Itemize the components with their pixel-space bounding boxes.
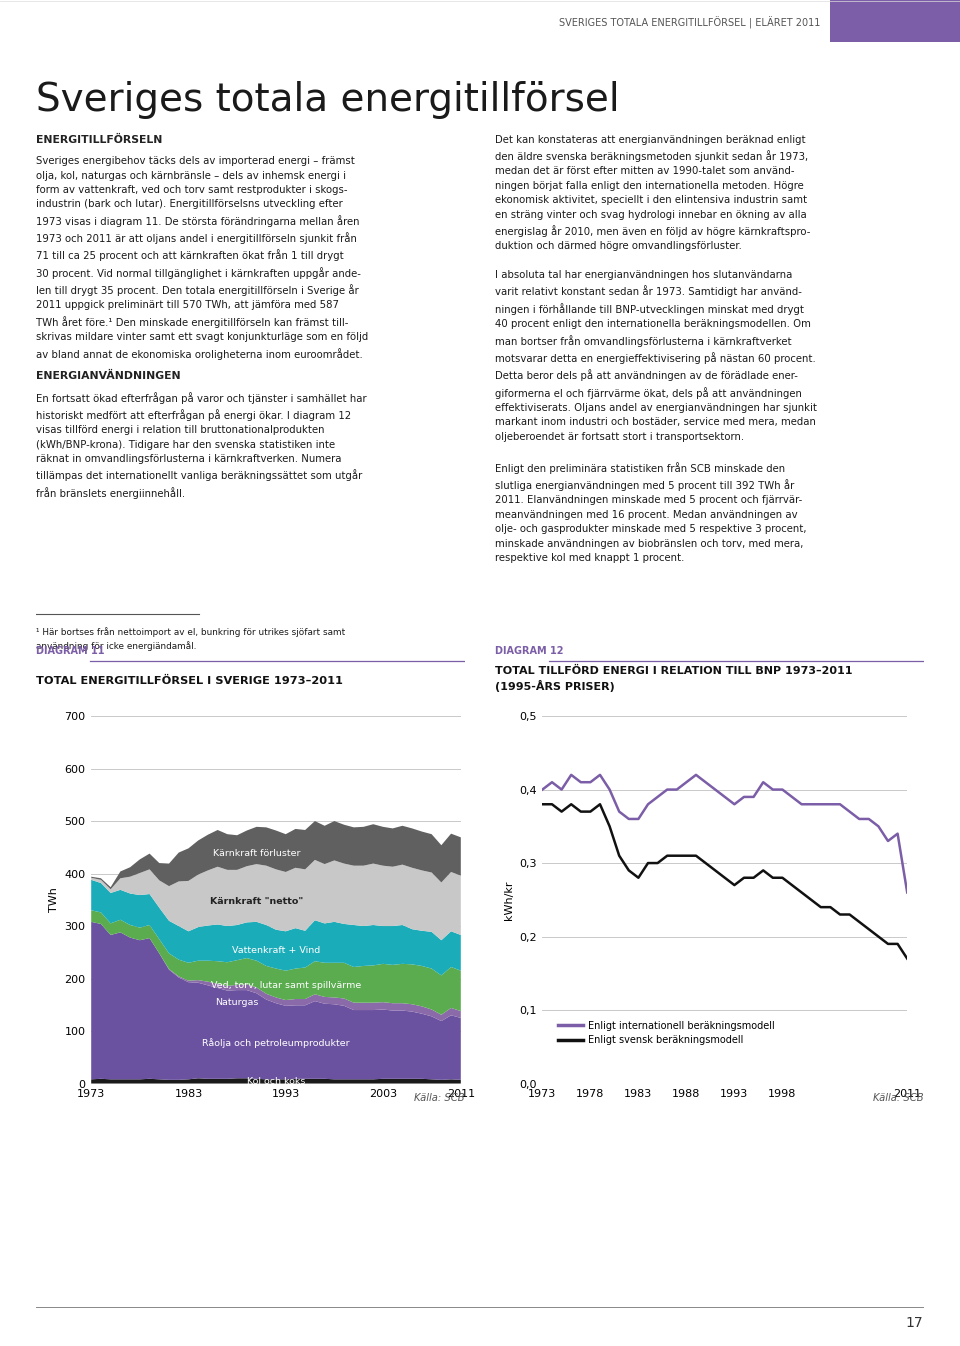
Text: Vattenkraft + Vind: Vattenkraft + Vind bbox=[232, 946, 320, 956]
Text: Källa: SCB: Källa: SCB bbox=[414, 1093, 465, 1104]
Text: Sveriges totala energitillförsel: Sveriges totala energitillförsel bbox=[36, 81, 620, 118]
Text: ¹ Här bortses från nettoimport av el, bunkring för utrikes sjöfart samt
användni: ¹ Här bortses från nettoimport av el, bu… bbox=[36, 627, 346, 651]
Legend: Enligt internationell beräkningsmodell, Enligt svensk beräkningsmodell: Enligt internationell beräkningsmodell, … bbox=[555, 1016, 779, 1050]
Text: DIAGRAM 12: DIAGRAM 12 bbox=[495, 646, 564, 656]
Text: SVERIGES TOTALA ENERGITILLFÖRSEL | ELÄRET 2011: SVERIGES TOTALA ENERGITILLFÖRSEL | ELÄRE… bbox=[560, 16, 821, 30]
Text: Kärnkraft förluster: Kärnkraft förluster bbox=[213, 848, 300, 857]
Y-axis label: TWh: TWh bbox=[49, 887, 59, 913]
Text: Naturgas: Naturgas bbox=[215, 999, 259, 1007]
Text: TOTAL ENERGITILLFÖRSEL I SVERIGE 1973–2011: TOTAL ENERGITILLFÖRSEL I SVERIGE 1973–20… bbox=[36, 676, 344, 685]
Y-axis label: kWh/kr: kWh/kr bbox=[504, 880, 514, 919]
Text: Kärnkraft "netto": Kärnkraft "netto" bbox=[210, 898, 303, 906]
Text: ENERGITILLFÖRSELN: ENERGITILLFÖRSELN bbox=[36, 135, 163, 144]
Bar bbox=[830, 0, 960, 42]
Text: Sveriges energibehov täcks dels av importerad energi – främst
olja, kol, naturga: Sveriges energibehov täcks dels av impor… bbox=[36, 156, 369, 359]
Text: Råolja och petroleumprodukter: Råolja och petroleumprodukter bbox=[203, 1038, 349, 1047]
Text: Kol och koks: Kol och koks bbox=[247, 1077, 305, 1086]
Text: TOTAL TILLFÖRD ENERGI I RELATION TILL BNP 1973–2011
(1995-ÅRS PRISER): TOTAL TILLFÖRD ENERGI I RELATION TILL BN… bbox=[495, 666, 852, 692]
Text: En fortsatt ökad efterfrågan på varor och tjänster i samhället har
historiskt me: En fortsatt ökad efterfrågan på varor oc… bbox=[36, 392, 367, 499]
Text: 17: 17 bbox=[906, 1316, 924, 1330]
Text: DIAGRAM 11: DIAGRAM 11 bbox=[36, 646, 105, 656]
Text: ENERGIANVÄNDNINGEN: ENERGIANVÄNDNINGEN bbox=[36, 371, 181, 381]
Text: Källa: SCB: Källa: SCB bbox=[873, 1093, 924, 1104]
Text: Det kan konstateras att energianvändningen beräknad enligt
den äldre svenska ber: Det kan konstateras att energianvändning… bbox=[495, 135, 817, 563]
Text: Ved, torv, lutar samt spillvärme: Ved, torv, lutar samt spillvärme bbox=[210, 981, 361, 989]
